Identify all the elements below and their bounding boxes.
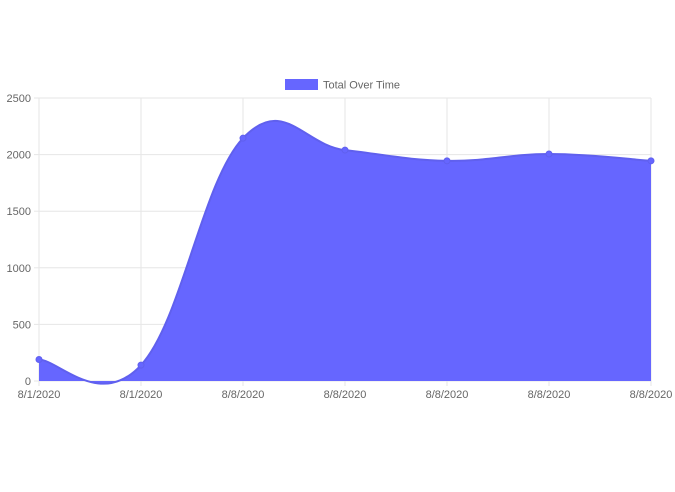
x-tick-label: 8/8/2020 — [630, 389, 673, 401]
data-point[interactable] — [239, 134, 247, 142]
legend[interactable]: Total Over Time — [285, 79, 400, 92]
y-tick-label: 1000 — [7, 263, 31, 275]
x-tick-label: 8/8/2020 — [222, 389, 265, 401]
y-axis-ticks: 0 500 1000 1500 2000 2500 — [7, 93, 31, 388]
data-point[interactable] — [443, 157, 451, 165]
x-tick-label: 8/1/2020 — [18, 389, 61, 401]
y-tick-label: 1500 — [7, 206, 31, 218]
y-tick-label: 2000 — [7, 150, 31, 162]
legend-label[interactable]: Total Over Time — [323, 80, 400, 92]
series-area-fill — [39, 120, 651, 384]
area-series — [38, 119, 652, 385]
data-point[interactable] — [35, 355, 43, 363]
y-tick-label: 0 — [25, 376, 31, 388]
data-points — [35, 134, 655, 369]
legend-swatch[interactable] — [285, 79, 318, 90]
data-point[interactable] — [647, 157, 655, 165]
x-axis-ticks: 8/1/2020 8/1/2020 8/8/2020 8/8/2020 8/8/2020… — [18, 389, 673, 401]
x-tick-label: 8/8/2020 — [528, 389, 571, 401]
data-point[interactable] — [545, 150, 553, 158]
x-tick-label: 8/8/2020 — [426, 389, 469, 401]
y-tick-label: 500 — [13, 319, 31, 331]
data-point[interactable] — [137, 361, 145, 369]
x-tick-label: 8/1/2020 — [120, 389, 163, 401]
data-point[interactable] — [341, 146, 349, 154]
x-tick-label: 8/8/2020 — [324, 389, 367, 401]
y-tick-label: 2500 — [7, 93, 31, 105]
